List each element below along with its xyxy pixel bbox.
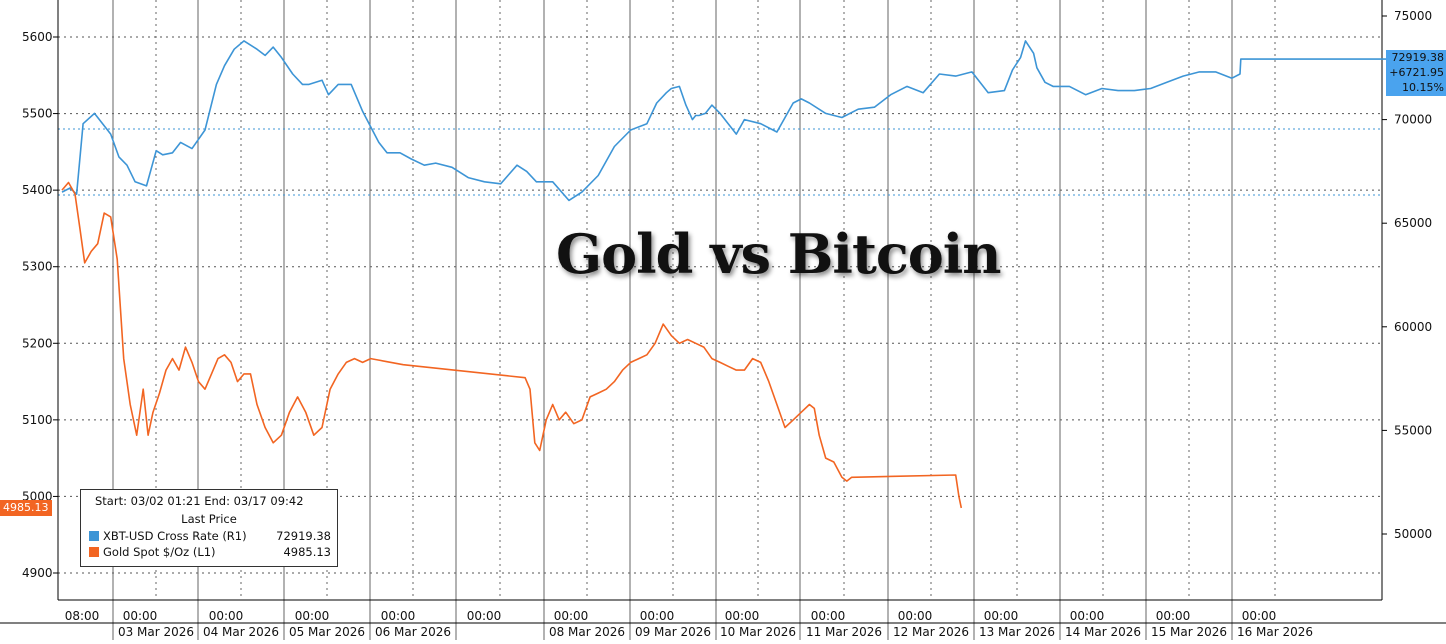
x-tick-label-date: 10 Mar 2026 bbox=[720, 625, 796, 639]
legend-subheader: Last Price bbox=[181, 512, 237, 526]
btc-last-price-tag: 72919.38 +6721.95 10.15% bbox=[1386, 50, 1446, 96]
left-tick-label: 5200 bbox=[22, 336, 53, 350]
x-tick-label-time: 00:00 bbox=[554, 609, 589, 623]
right-tick-label: 60000 bbox=[1394, 320, 1432, 334]
right-tick-label: 50000 bbox=[1394, 527, 1432, 541]
x-tick-label-date: 04 Mar 2026 bbox=[203, 625, 279, 639]
x-tick-label-date: 16 Mar 2026 bbox=[1237, 625, 1313, 639]
x-tick-label-time: 00:00 bbox=[1242, 609, 1277, 623]
x-tick-label-time: 00:00 bbox=[1156, 609, 1191, 623]
right-tick-label: 55000 bbox=[1394, 423, 1432, 437]
grid bbox=[58, 0, 1382, 640]
x-tick-label-time: 00:00 bbox=[811, 609, 846, 623]
left-tick-label: 5600 bbox=[22, 30, 53, 44]
x-tick-label-time: 00:00 bbox=[467, 609, 502, 623]
x-tick-label-date: 11 Mar 2026 bbox=[806, 625, 882, 639]
gold-series-line bbox=[61, 181, 963, 509]
x-tick-label-date: 09 Mar 2026 bbox=[635, 625, 711, 639]
x-tick-label-time: 08:00 bbox=[65, 609, 100, 623]
x-tick-label-date: 12 Mar 2026 bbox=[893, 625, 969, 639]
legend-value-gold: 4985.13 bbox=[283, 545, 331, 559]
legend-entry-gold: Gold Spot $/Oz (L1) 4985.13 bbox=[87, 544, 331, 560]
x-tick-label-time: 00:00 bbox=[984, 609, 1019, 623]
legend-entry-btc: XBT-USD Cross Rate (R1) 72919.38 bbox=[87, 528, 331, 544]
x-tick-label-date: 03 Mar 2026 bbox=[118, 625, 194, 639]
x-tick-label-date: 06 Mar 2026 bbox=[375, 625, 451, 639]
x-tick-label-time: 00:00 bbox=[898, 609, 933, 623]
left-tick-label: 5300 bbox=[22, 260, 53, 274]
legend-swatch-gold bbox=[89, 547, 99, 557]
left-tick-label: 5000 bbox=[22, 489, 53, 503]
left-tick-label: 5100 bbox=[22, 413, 53, 427]
axes bbox=[0, 0, 1446, 624]
legend-swatch-btc bbox=[89, 531, 99, 541]
legend-value-btc: 72919.38 bbox=[276, 529, 331, 543]
tick-labels: 5600 5500 5400 5300 5200 5100 5000 4900 75000 700… bbox=[22, 9, 1432, 639]
btc-series-line bbox=[61, 40, 1446, 202]
gold-last-price-tag: 4985.13 bbox=[0, 500, 52, 516]
x-tick-label-time: 00:00 bbox=[725, 609, 760, 623]
right-tick-label: 75000 bbox=[1394, 9, 1432, 23]
x-tick-label-date: 05 Mar 2026 bbox=[289, 625, 365, 639]
btc-change-value: +6721.95 bbox=[1389, 66, 1444, 79]
chart-title: Gold vs Bitcoin bbox=[556, 222, 1002, 286]
legend-label-btc: XBT-USD Cross Rate (R1) bbox=[103, 529, 247, 543]
left-tick-label: 4900 bbox=[22, 566, 53, 580]
x-tick-label-date: 08 Mar 2026 bbox=[549, 625, 625, 639]
right-tick-label: 70000 bbox=[1394, 113, 1432, 127]
left-tick-label: 5500 bbox=[22, 107, 53, 121]
x-tick-label-time: 00:00 bbox=[1070, 609, 1105, 623]
x-tick-label-date: 14 Mar 2026 bbox=[1065, 625, 1141, 639]
x-tick-label-time: 00:00 bbox=[295, 609, 330, 623]
left-tick-label: 5400 bbox=[22, 183, 53, 197]
right-tick-label: 65000 bbox=[1394, 216, 1432, 230]
x-tick-label-time: 00:00 bbox=[209, 609, 244, 623]
x-tick-label-time: 00:00 bbox=[640, 609, 675, 623]
legend-date-range: Start: 03/02 01:21 End: 03/17 09:42 bbox=[95, 494, 304, 508]
btc-last-value: 72919.38 bbox=[1391, 51, 1445, 64]
legend-label-gold: Gold Spot $/Oz (L1) bbox=[103, 545, 216, 559]
x-tick-label-time: 00:00 bbox=[381, 609, 416, 623]
x-tick-label-date: 13 Mar 2026 bbox=[979, 625, 1055, 639]
x-tick-label-date: 15 Mar 2026 bbox=[1151, 625, 1227, 639]
legend: Start: 03/02 01:21 End: 03/17 09:42 Last… bbox=[80, 489, 338, 567]
x-tick-label-time: 00:00 bbox=[123, 609, 158, 623]
btc-change-percent: 10.15% bbox=[1402, 81, 1444, 94]
